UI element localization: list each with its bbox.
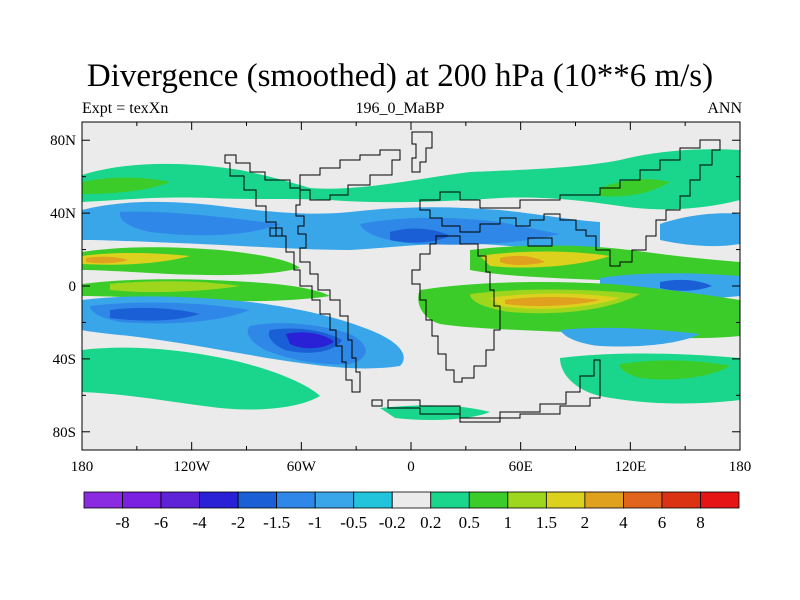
contour-sh-negative-core — [110, 307, 200, 321]
colorbar-label: 0.5 — [459, 513, 480, 532]
colorbar-swatch — [314, 491, 355, 509]
colorbar-swatch — [507, 491, 547, 509]
colorbar-swatch — [700, 491, 740, 509]
colorbar-swatch — [160, 491, 200, 509]
colorbar-label: 6 — [658, 513, 667, 532]
colorbar-label: 2 — [581, 513, 590, 532]
coastline-lake — [269, 227, 283, 237]
lat-label: 40S — [53, 352, 76, 368]
coastlines — [224, 131, 721, 423]
lon-label: 120E — [614, 459, 646, 475]
colorbar-swatch — [83, 491, 123, 509]
chart-title: Divergence (smoothed) at 200 hPa (10**6 … — [86, 58, 714, 94]
contour-nh-positive-core-east — [600, 179, 670, 197]
lon-label: 180 — [729, 459, 752, 475]
colorbar-swatch — [122, 491, 162, 509]
contour-sh-negative-east — [560, 327, 700, 347]
lon-label: 0 — [407, 459, 415, 475]
colorbar-swatch — [353, 491, 393, 509]
contour-sh-positive-west — [82, 347, 320, 410]
colorbar-swatch — [199, 491, 239, 509]
colorbar-swatch — [468, 491, 509, 509]
coastline-africa — [411, 235, 501, 383]
contour-nh-negative-core — [390, 228, 450, 243]
contour-nh-negative-pacific — [660, 213, 740, 247]
axis-layer: 80N 40N 0 40S 80S 180 120W 60W 0 60E 120E 180 — [50, 122, 751, 475]
coastline-antarctica — [387, 359, 601, 423]
time-label: 196_0_MaBP — [355, 100, 445, 117]
lon-label: 120W — [173, 459, 211, 475]
colorbar-swatch — [276, 491, 316, 509]
colorbar-label: -8 — [115, 513, 129, 532]
colorbar-label: 1 — [504, 513, 513, 532]
coastline-north-america-north — [299, 149, 401, 201]
contour-stropics-positive-peak — [505, 297, 600, 307]
contour-sh-positive-east-core — [619, 360, 730, 380]
contour-sh-positive-south — [380, 405, 490, 420]
contour-ntropics-positive-east-peak — [500, 255, 545, 265]
colorbar-label: -1 — [308, 513, 322, 532]
coastline-caspian — [527, 237, 553, 247]
colorbar: -8 -6 -4 -2 -1.5 -1 -0.5 -0.2 0.2 0.5 1 1.5 2 4 6 8 — [83, 491, 740, 532]
colorbar-swatch — [391, 491, 432, 509]
contour-equator-positive-west-core — [110, 281, 240, 293]
experiment-label: Expt = texXn — [82, 100, 169, 117]
coastline-island — [371, 399, 383, 407]
lat-label: 80N — [50, 133, 76, 149]
lon-label: 180 — [71, 459, 94, 475]
lat-label: 80S — [53, 425, 76, 441]
colorbar-swatch — [237, 491, 278, 509]
colorbar-label: 1.5 — [536, 513, 557, 532]
contour-sh-negative-atlantic-peak — [286, 332, 334, 349]
colorbar-swatch — [623, 491, 663, 509]
season-label: ANN — [707, 100, 742, 117]
colorbar-label: 4 — [619, 513, 628, 532]
coastline-greenland — [411, 131, 433, 173]
colorbar-label: -4 — [193, 513, 208, 532]
contour-nh-positive-band — [82, 149, 740, 210]
lon-label: 60E — [509, 459, 533, 475]
lon-label: 60W — [287, 459, 317, 475]
colorbar-label: -6 — [154, 513, 168, 532]
colorbar-label: -2 — [231, 513, 245, 532]
contour-equator-negative-pacific-core — [660, 279, 712, 291]
colorbar-label: 0.2 — [420, 513, 441, 532]
colorbar-swatch — [661, 491, 701, 509]
colorbar-swatch — [545, 491, 586, 509]
colorbar-swatch — [584, 491, 624, 509]
contour-nh-negative-mid — [119, 211, 280, 236]
colorbar-label: -0.5 — [340, 513, 367, 532]
colorbar-label: -1.5 — [263, 513, 290, 532]
colorbar-swatch — [430, 491, 470, 509]
coastline-eurasia — [419, 139, 721, 267]
lat-label: 0 — [69, 279, 77, 295]
contour-fill-layer — [82, 122, 740, 450]
colorbar-label: 8 — [696, 513, 705, 532]
contour-nh-positive-core — [82, 177, 170, 194]
lat-label: 40N — [50, 206, 76, 222]
colorbar-label: -0.2 — [379, 513, 406, 532]
contour-ntropics-positive-west-peak — [86, 256, 128, 264]
